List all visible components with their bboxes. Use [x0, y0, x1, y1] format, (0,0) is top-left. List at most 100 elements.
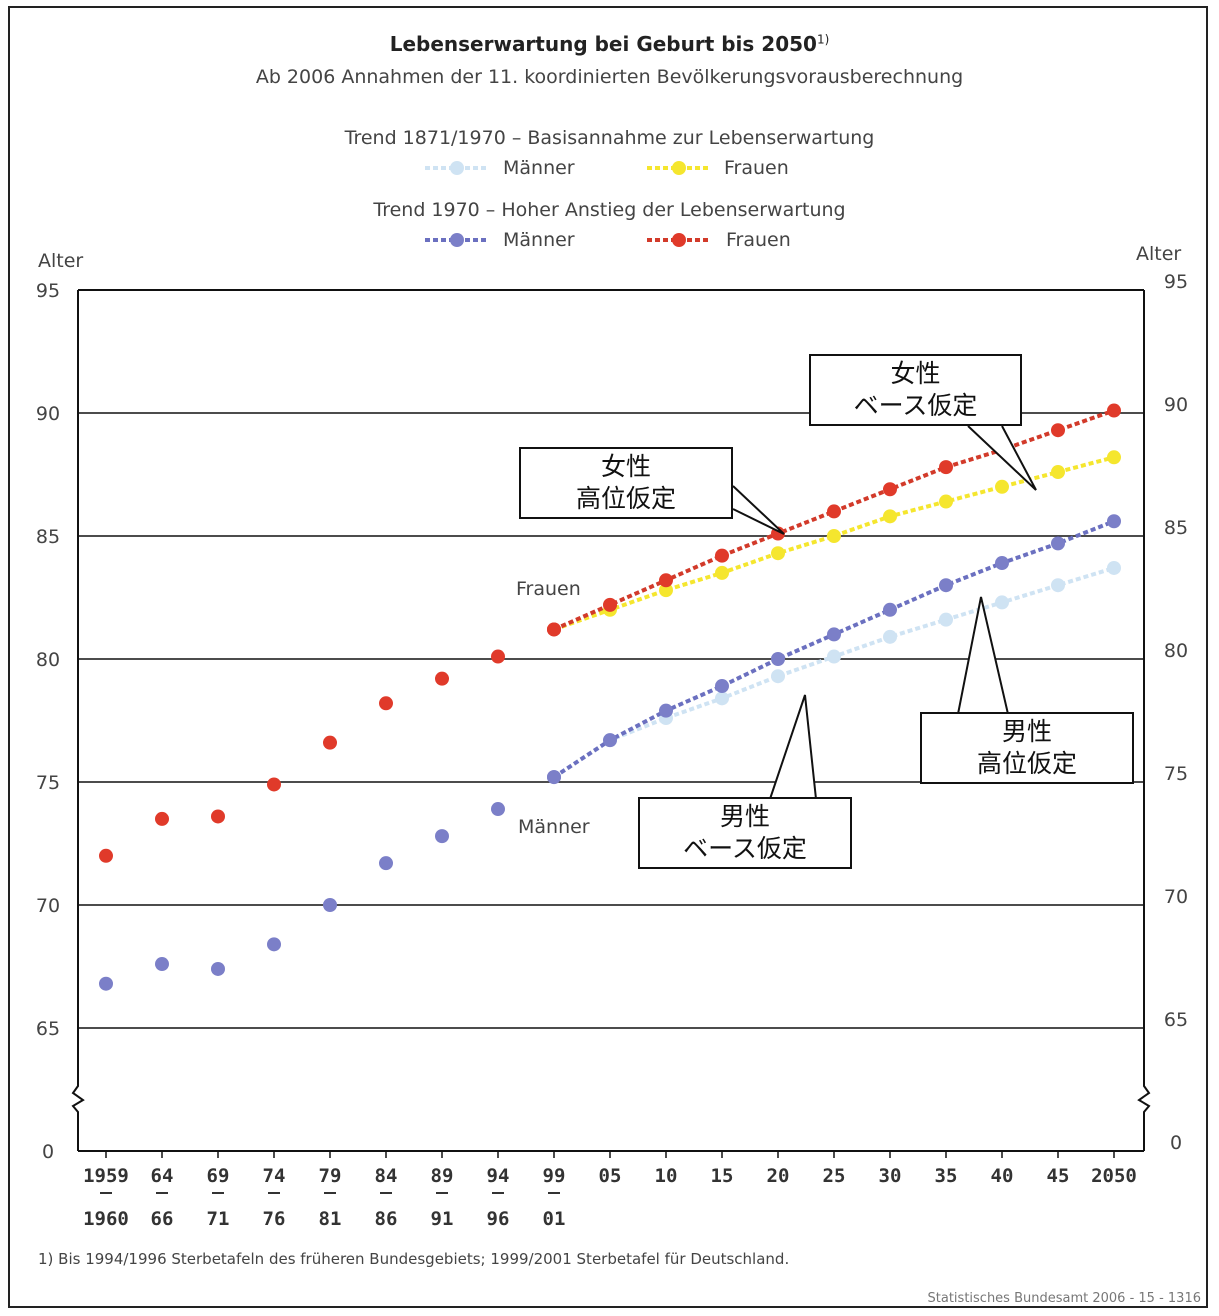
y-tick-label-left: 75 [36, 772, 60, 794]
line-frauen-high [553, 408, 1115, 632]
point-frauen-historical [267, 777, 281, 792]
x-tick-label: 79 [319, 1165, 342, 1187]
chart-subtitle: Ab 2006 Annahmen der 11. koordinierten B… [255, 66, 964, 88]
point-maenner-base [995, 595, 1009, 610]
x-tick-label: 15 [711, 1165, 734, 1187]
point-frauen-historical [435, 671, 449, 686]
point-maenner-base [827, 649, 841, 664]
point-frauen-base [771, 546, 785, 561]
x-tick-label: 89 [431, 1165, 454, 1187]
point-frauen-base [827, 529, 841, 543]
y-tick-label-right: 75 [1164, 763, 1188, 785]
pointer-male-base [769, 694, 817, 800]
point-frauen-base [1107, 450, 1121, 465]
point-frauen-high [939, 460, 953, 475]
y-tick-label-left: 80 [36, 649, 60, 671]
legend-heading-high: Trend 1970 – Hoher Anstieg der Lebenserw… [373, 199, 846, 221]
legend-swatch-maenner-high-marker [450, 233, 464, 247]
y-axis-right-line [1137, 290, 1151, 1151]
x-tick-label: 40 [991, 1165, 1014, 1187]
x-tick-label-bottom: 1960 [83, 1208, 129, 1230]
point-maenner-historical [99, 976, 113, 991]
x-tick-label: 1959 [83, 1165, 129, 1187]
point-maenner-base [715, 691, 729, 706]
footnote: 1) Bis 1994/1996 Sterbetafeln des früher… [38, 1250, 790, 1268]
series-label-maenner: Männer [518, 816, 590, 838]
y-tick-label-left: 70 [36, 895, 60, 917]
y-tick-label-right: 90 [1164, 394, 1188, 416]
legend-label-frauen-high: Frauen [726, 229, 791, 251]
point-maenner-historical [267, 937, 281, 952]
point-maenner-high [827, 627, 841, 642]
source-credit: Statistisches Bundesamt 2006 - 15 - 1316 [927, 1291, 1201, 1306]
point-frauen-high [1107, 403, 1121, 418]
y-tick-label-left: 85 [36, 526, 60, 548]
callout-male-high-line1: 男性 [1001, 717, 1052, 746]
y-tick-label-right: 70 [1164, 886, 1188, 908]
x-tick-label: 25 [823, 1165, 846, 1187]
x-tick-label-bottom: 01 [543, 1208, 566, 1230]
legend-label-frauen-base: Frauen [724, 157, 789, 179]
point-maenner-historical [211, 961, 225, 976]
pointer-male-high [957, 596, 1009, 715]
y-tick-label-right: 65 [1164, 1009, 1188, 1031]
pointer-female-high [732, 485, 785, 535]
x-tick-label: 2050 [1091, 1165, 1137, 1187]
callout-female-high-line1: 女性 [600, 452, 651, 481]
point-frauen-base [995, 479, 1009, 494]
x-tick-label-bottom: 81 [319, 1208, 342, 1230]
x-tick-label: 20 [767, 1165, 790, 1187]
pointer-female-base [967, 425, 1037, 491]
point-maenner-base [771, 669, 785, 684]
point-frauen-high [1051, 423, 1065, 438]
point-frauen-high [715, 548, 729, 563]
point-maenner-high [1107, 514, 1121, 529]
callout-male-base-line2: ベース仮定 [683, 834, 807, 863]
point-maenner-base [1051, 578, 1065, 593]
x-tick-label: 64 [151, 1165, 174, 1187]
legend-swatch-frauen-base-marker [672, 161, 686, 175]
point-frauen-historical [99, 848, 113, 863]
x-tick-label: 69 [207, 1165, 230, 1187]
point-maenner-high [771, 652, 785, 666]
chart-frame [8, 6, 1208, 1308]
point-frauen-base [659, 583, 673, 598]
y-tick-label-right: 85 [1164, 517, 1188, 539]
callout-female-high-line2: 高位仮定 [575, 484, 676, 513]
callout-female-base-line2: ベース仮定 [853, 391, 978, 420]
legend-swatch-maenner-base-marker [450, 161, 464, 175]
x-tick-label-bottom: 66 [151, 1208, 174, 1230]
point-frauen-historical [323, 735, 337, 750]
point-frauen-historical [491, 649, 505, 664]
x-tick-label-bottom: 76 [263, 1208, 286, 1230]
chart-title: Lebenserwartung bei Geburt bis 20501) [0, 32, 1219, 56]
axes [71, 290, 1151, 1158]
x-tick-label-bottom: 91 [431, 1208, 454, 1230]
title-text: Lebenserwartung bei Geburt bis 2050 [389, 32, 817, 56]
point-frauen-high [883, 482, 897, 497]
point-frauen-historical [211, 809, 225, 824]
callout-female-high: 女性 高位仮定 [519, 447, 733, 519]
x-tick-label: 05 [599, 1165, 622, 1187]
y-tick-label-left: 0 [42, 1141, 54, 1163]
callout-male-base: 男性 ベース仮定 [638, 797, 852, 869]
legend-swatches [425, 161, 711, 247]
callout-male-high: 男性 高位仮定 [920, 712, 1134, 784]
legend-heading-base: Trend 1871/1970 – Basisannahme zur Leben… [344, 127, 875, 149]
x-tick-label-bottom: 96 [487, 1208, 510, 1230]
point-frauen-base [939, 494, 953, 509]
point-frauen-base [1051, 465, 1065, 480]
point-maenner-high [939, 578, 953, 593]
point-frauen-start [547, 622, 561, 637]
series-label-frauen: Frauen [516, 578, 581, 600]
x-tick-label: 30 [879, 1165, 902, 1187]
point-maenner-high [1051, 536, 1065, 551]
y-tick-label-left: 95 [36, 280, 60, 302]
point-maenner-base [883, 629, 897, 644]
point-maenner-high [883, 602, 897, 617]
x-tick-label: 10 [655, 1165, 678, 1187]
point-maenner-historical [323, 898, 337, 912]
y-tick-label-left: 90 [36, 403, 60, 425]
point-frauen-high [603, 597, 617, 612]
y-tick-label-right: 80 [1164, 640, 1188, 662]
